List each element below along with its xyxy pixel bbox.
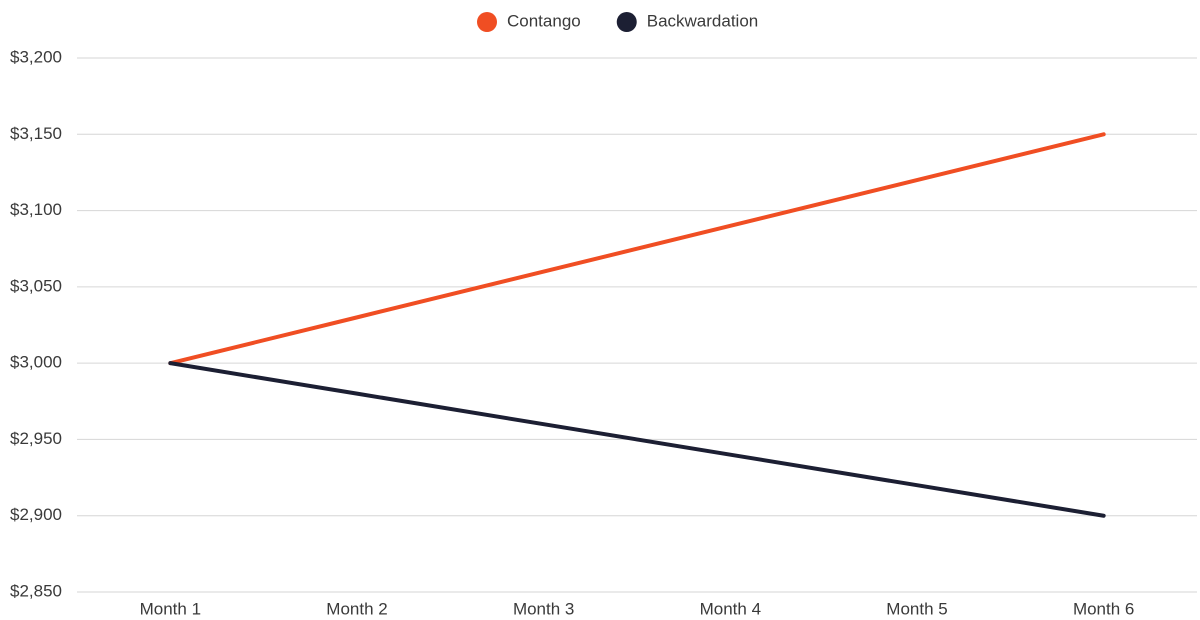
y-tick-label: $2,900 [10, 505, 62, 524]
x-tick-label: Month 4 [700, 599, 761, 618]
legend-marker [616, 12, 637, 32]
y-tick-label: $3,000 [10, 353, 62, 372]
legend-label: Backwardation [647, 11, 759, 30]
x-tick-label: Month 6 [1073, 599, 1134, 618]
line-series [168, 132, 1106, 366]
y-tick-label: $3,150 [10, 124, 62, 143]
y-tick-label: $2,850 [10, 581, 62, 600]
y-tick-label: $3,200 [10, 47, 62, 66]
x-tick-label: Month 3 [513, 599, 574, 618]
x-tick-label: Month 2 [326, 599, 387, 618]
legend-marker [477, 12, 497, 32]
legend-label: Contango [507, 11, 581, 30]
x-tick-label: Month 5 [886, 599, 947, 618]
x-tick-label: Month 1 [140, 599, 201, 618]
y-tick-label: $3,100 [10, 200, 62, 219]
y-tick-label: $2,950 [10, 429, 62, 448]
line-series [168, 361, 1106, 518]
y-tick-label: $3,050 [10, 276, 62, 295]
